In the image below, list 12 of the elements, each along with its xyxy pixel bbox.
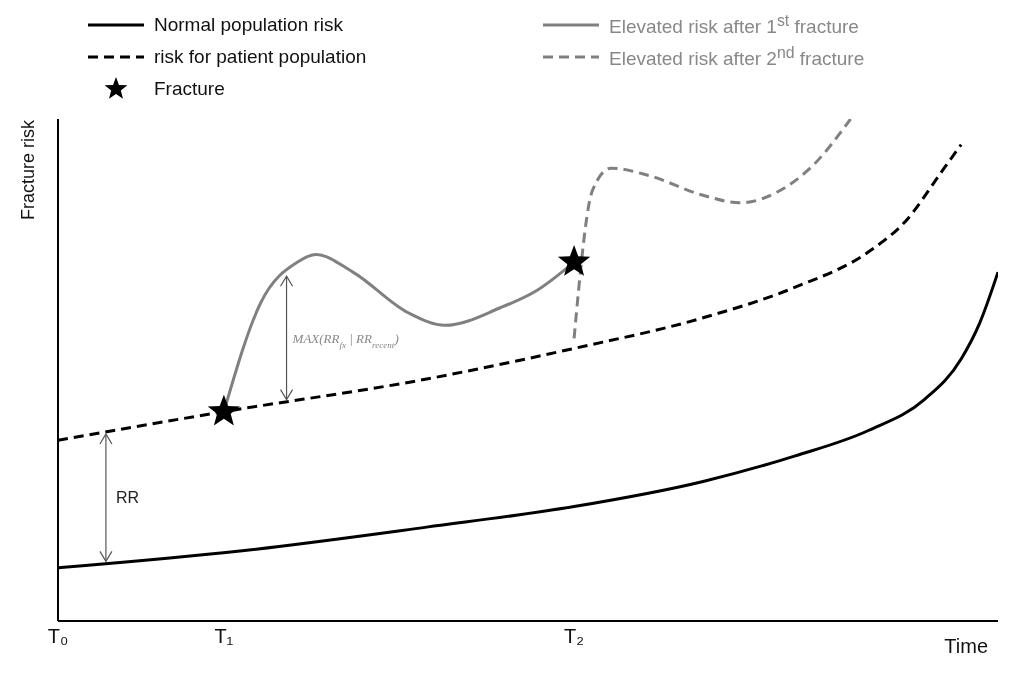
legend-label: Normal population risk: [154, 14, 344, 37]
x-tick-label: T₂: [564, 624, 585, 647]
legend-label: Fracture: [154, 77, 225, 100]
x-tick-label: T₁: [214, 624, 234, 647]
legend-label: risk for patient population: [154, 46, 367, 69]
annotation: MAX(RR$_{fx}$ | RR$_{recent}$): [291, 330, 399, 350]
x-tick-label: T₀: [47, 624, 69, 647]
legend-label: Elevated risk after 2$^{nd}$ fracture: [609, 44, 865, 71]
x-axis-title: Time: [944, 634, 988, 657]
legend-label: Elevated risk after 1$^{st}$ fracture: [609, 12, 859, 39]
y-axis-title: Fracture risk: [18, 118, 39, 220]
annotation: RR: [115, 488, 140, 506]
